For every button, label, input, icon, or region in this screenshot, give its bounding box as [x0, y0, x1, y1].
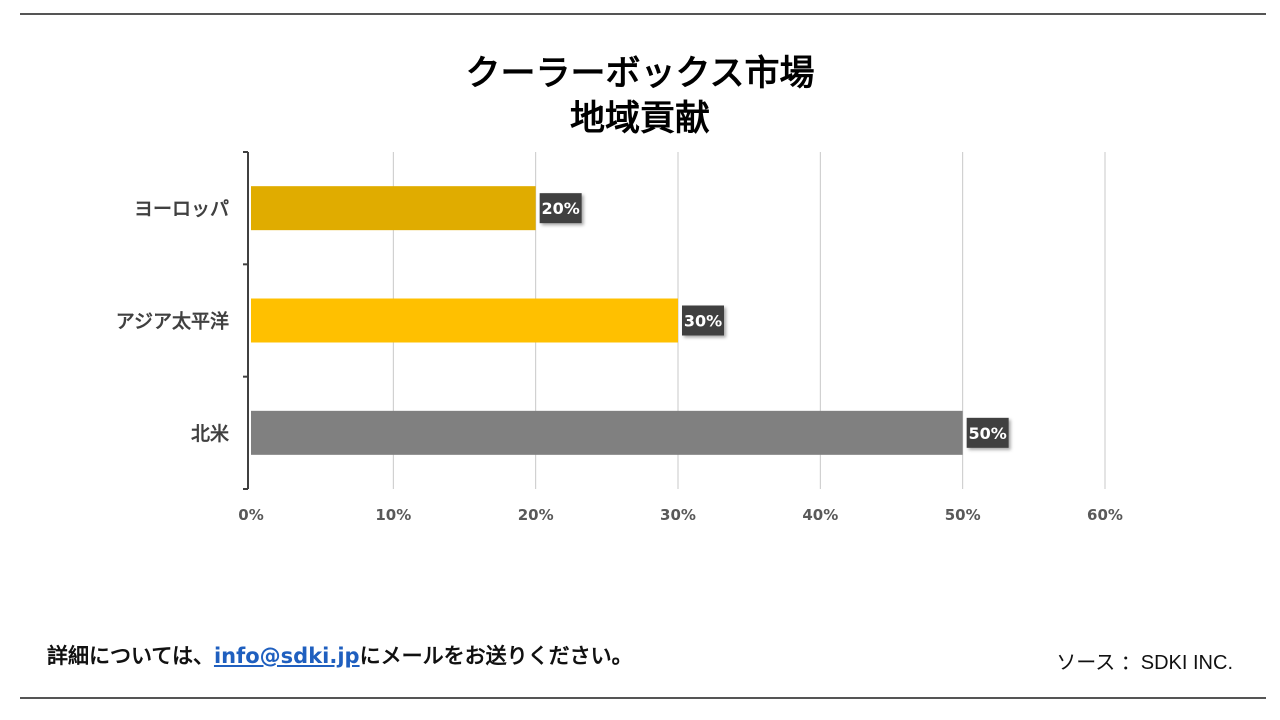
contact-note: 詳細については、info@sdki.jpにメールをお送りください。 [47, 640, 633, 670]
x-tick-label: 30% [660, 506, 696, 524]
x-tick-label: 10% [375, 506, 411, 524]
contact-prefix: 詳細については、 [47, 644, 214, 668]
category-label: アジア太平洋 [116, 310, 229, 333]
category-label: ヨーロッパ [134, 198, 229, 220]
data-label: 20% [542, 199, 580, 218]
data-label: 30% [684, 312, 722, 331]
bar [251, 186, 536, 231]
contact-email-link[interactable]: info@sdki.jp [213, 644, 360, 668]
x-tick-label: 40% [802, 506, 838, 524]
chart-title: クーラーボックス市場 地域貢献 [0, 52, 1280, 142]
x-tick-label: 0% [238, 506, 263, 524]
data-label-box [539, 193, 582, 224]
x-tick-label: 60% [1087, 506, 1123, 524]
data-label: 50% [969, 424, 1007, 443]
bottom-rule [20, 697, 1266, 699]
x-tick-label: 20% [518, 506, 554, 524]
category-label: 北米 [191, 422, 230, 445]
top-rule [20, 13, 1266, 15]
bar [251, 298, 678, 343]
chart-title-line2: 地域貢献 [569, 99, 710, 139]
chart-title-line1: クーラーボックス市場 [465, 54, 815, 94]
bar [251, 410, 963, 455]
contact-suffix: にメールをお送りください。 [359, 644, 633, 668]
data-label-box [966, 417, 1009, 448]
data-label-box [682, 305, 724, 336]
x-tick-label: 50% [945, 506, 981, 524]
source-note: ソース ：SDKI INC. [1056, 652, 1233, 674]
